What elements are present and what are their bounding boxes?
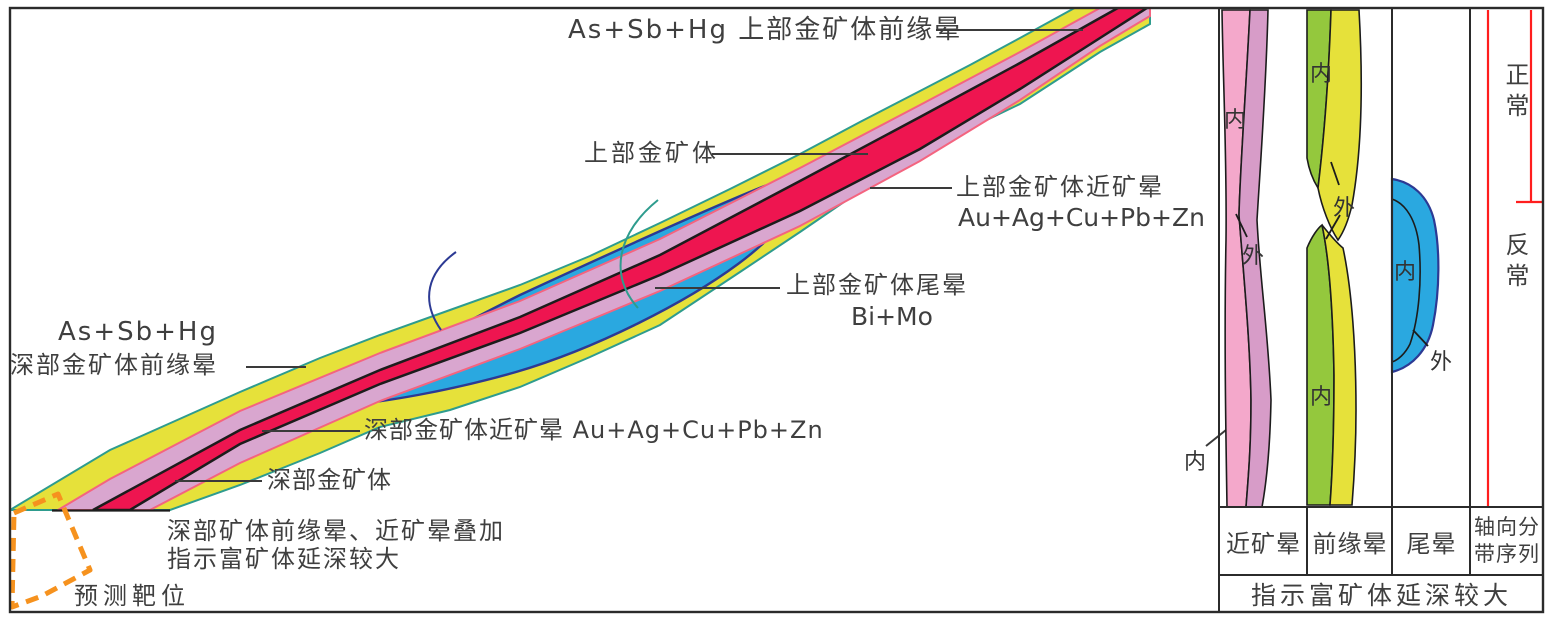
legend-front-halo-outer-label: 外 bbox=[1333, 196, 1356, 221]
label-deep-front-halo: 深部金矿体前缘晕 bbox=[10, 351, 218, 379]
halo-boundary-blue-curve bbox=[428, 251, 457, 331]
label-predicted-target: 预测靶位 bbox=[74, 582, 190, 610]
legend-near-halo-inner-label: 内 bbox=[1224, 108, 1247, 133]
label-upper-tail-halo-elements: Bi+Mo bbox=[851, 302, 933, 331]
legend-front-halo-outer-tick-bottom bbox=[1325, 214, 1341, 240]
label-upper-near-halo: 上部金矿体近矿晕 bbox=[956, 173, 1164, 201]
ore-band-group bbox=[11, 9, 1151, 512]
label-deep-near-halo: 深部金矿体近矿晕 Au+Ag+Cu+Pb+Zn bbox=[364, 416, 824, 444]
leader-lines bbox=[175, 29, 1227, 482]
legend-footer: 指示富矿体延深较大 bbox=[1250, 580, 1512, 610]
leader-inner-mark bbox=[1205, 429, 1227, 447]
legend-col-front-halo-label: 前缘晕 bbox=[1312, 529, 1388, 558]
legend-tail-halo-inner-label: 内 bbox=[1394, 260, 1417, 285]
legend-col-axial-sequence-label: 轴向分带序列 bbox=[1474, 514, 1540, 566]
ore-body-core bbox=[92, 9, 1148, 512]
label-upper-ore-body: 上部金矿体 bbox=[584, 139, 719, 167]
legend-col-tail-halo-label: 尾晕 bbox=[1406, 529, 1457, 558]
halo-boundary-teal-curve bbox=[619, 199, 659, 309]
legend-front-halo-inner-bottom-label: 内 bbox=[1310, 385, 1333, 410]
label-near-halo-inner-mark: 内 bbox=[1184, 450, 1207, 475]
label-deep-ore-body: 深部金矿体 bbox=[267, 466, 392, 494]
outer-frame bbox=[8, 6, 1545, 614]
axial-sequence-reversed-label: 反常 bbox=[1501, 232, 1529, 294]
legend-front-halo-outer-tick-top bbox=[1330, 161, 1340, 186]
label-note-line1: 深部矿体前缘晕、近矿晕叠加 bbox=[167, 517, 505, 545]
label-upper-tail-halo: 上部金矿体尾晕 bbox=[786, 271, 968, 299]
legend-tail-halo-outer-tick bbox=[1412, 329, 1429, 347]
predicted-target-outline bbox=[9, 491, 93, 610]
legend-front-halo-outer-top bbox=[1317, 9, 1362, 242]
label-note-line2: 指示富矿体延深较大 bbox=[167, 545, 401, 573]
legend-near-halo-outer-tick bbox=[1235, 213, 1248, 238]
near-ore-halo-band bbox=[54, 9, 1151, 511]
legend-near-halo-outer-label: 外 bbox=[1242, 244, 1265, 269]
legend-col-near-halo-label: 近矿晕 bbox=[1226, 529, 1301, 558]
frame-lines bbox=[8, 6, 1545, 614]
label-deep-front-halo-elements: As+Sb+Hg bbox=[58, 317, 218, 347]
axial-sequence-normal-label: 正常 bbox=[1501, 62, 1529, 124]
legend-tail-halo-outer-label: 外 bbox=[1430, 350, 1453, 375]
label-upper-near-halo-elements: Au+Ag+Cu+Pb+Zn bbox=[958, 203, 1205, 232]
legend-front-halo-inner-top-label: 内 bbox=[1310, 62, 1333, 87]
legend-tail-halo-inner-line bbox=[1391, 198, 1421, 363]
label-upper-front-halo: As+Sb+Hg 上部金矿体前缘晕 bbox=[568, 15, 963, 45]
legend-front-halo-outer-bottom bbox=[1321, 224, 1357, 506]
legend-tail-halo-blob bbox=[1390, 177, 1440, 374]
